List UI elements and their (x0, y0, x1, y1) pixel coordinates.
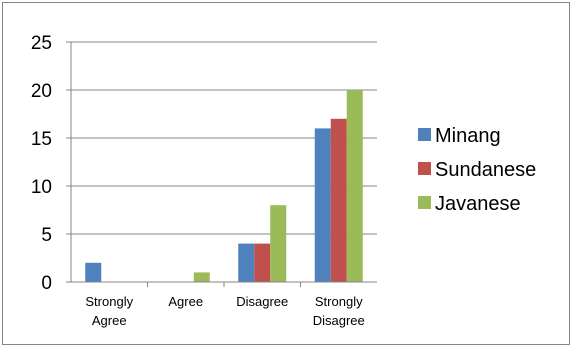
y-tick-label: 15 (31, 129, 52, 150)
bar-sundanese (330, 118, 347, 282)
legend-label-sundanese: Sundanese (435, 159, 536, 181)
bar-javanese (346, 90, 363, 282)
x-tick-label: Agree (168, 294, 203, 309)
x-tick-label: Strongly Agree (85, 294, 133, 328)
chart-frame (2, 2, 570, 345)
bar-minang (314, 128, 331, 282)
bar-javanese (193, 272, 210, 282)
x-tick-label: Strongly Disagree (313, 294, 365, 328)
bars (85, 90, 363, 282)
y-axis: 0 5 10 15 20 25 (31, 33, 72, 294)
x-axis: Strongly Agree Agree Disagree Strongly Disagr… (71, 281, 377, 328)
legend: Minang Sundanese Javanese (418, 125, 536, 215)
bar-javanese (270, 205, 287, 282)
y-tick-label: 10 (31, 177, 52, 198)
bar-sundanese (254, 243, 271, 282)
x-tick-label: Disagree (236, 294, 288, 309)
y-tick-label: 25 (31, 33, 52, 54)
legend-swatch-minang (418, 128, 431, 141)
legend-swatch-javanese (418, 196, 431, 209)
bar-minang (85, 262, 102, 282)
legend-swatch-sundanese (418, 162, 431, 175)
y-tick-label: 0 (41, 273, 52, 294)
bar-minang (238, 243, 255, 282)
y-tick-label: 20 (31, 81, 52, 102)
y-tick-label: 5 (41, 225, 52, 246)
legend-label-javanese: Javanese (435, 193, 521, 215)
legend-label-minang: Minang (435, 125, 501, 147)
